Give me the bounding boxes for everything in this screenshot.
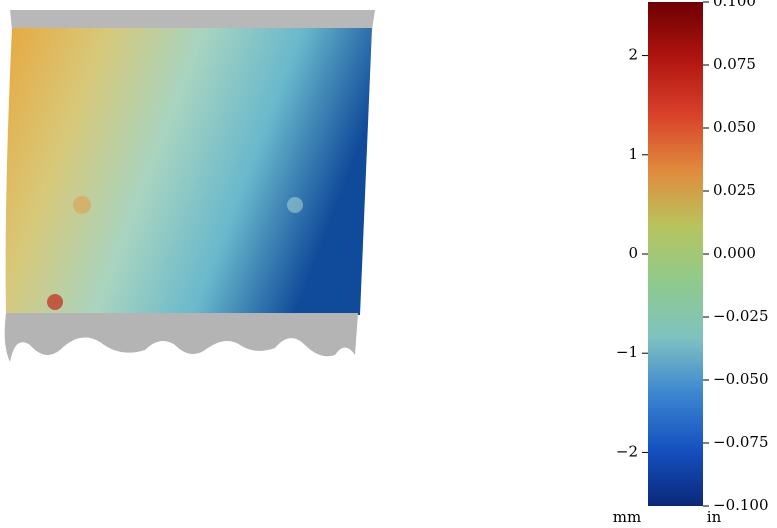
y2-tick-label: −0.100	[713, 496, 769, 514]
y-tick-label: −1	[616, 343, 638, 361]
y-tick-label: −2	[616, 442, 638, 460]
y2-tick-label: −0.025	[713, 307, 769, 325]
y-tick-label: 1	[628, 145, 638, 163]
y-tick-label: 2	[628, 46, 638, 64]
y2-tick-label: 0.100	[713, 0, 756, 10]
y2-tick-label: 0.050	[713, 118, 756, 136]
y-tick-label: 0	[628, 244, 638, 262]
y2-tick-label: 0.025	[713, 181, 756, 199]
colorbar-gradient	[648, 2, 703, 506]
y2-tick-label: 0.000	[713, 244, 756, 262]
colorbar: mm in	[613, 2, 722, 526]
y-axis-label: mm	[613, 508, 641, 526]
y2-tick-label: −0.050	[713, 370, 769, 388]
y2-axis-label: in	[707, 508, 722, 526]
scan-render	[4, 10, 375, 362]
y2-tick-label: 0.075	[713, 55, 756, 73]
y2-tick-label: −0.075	[713, 433, 769, 451]
